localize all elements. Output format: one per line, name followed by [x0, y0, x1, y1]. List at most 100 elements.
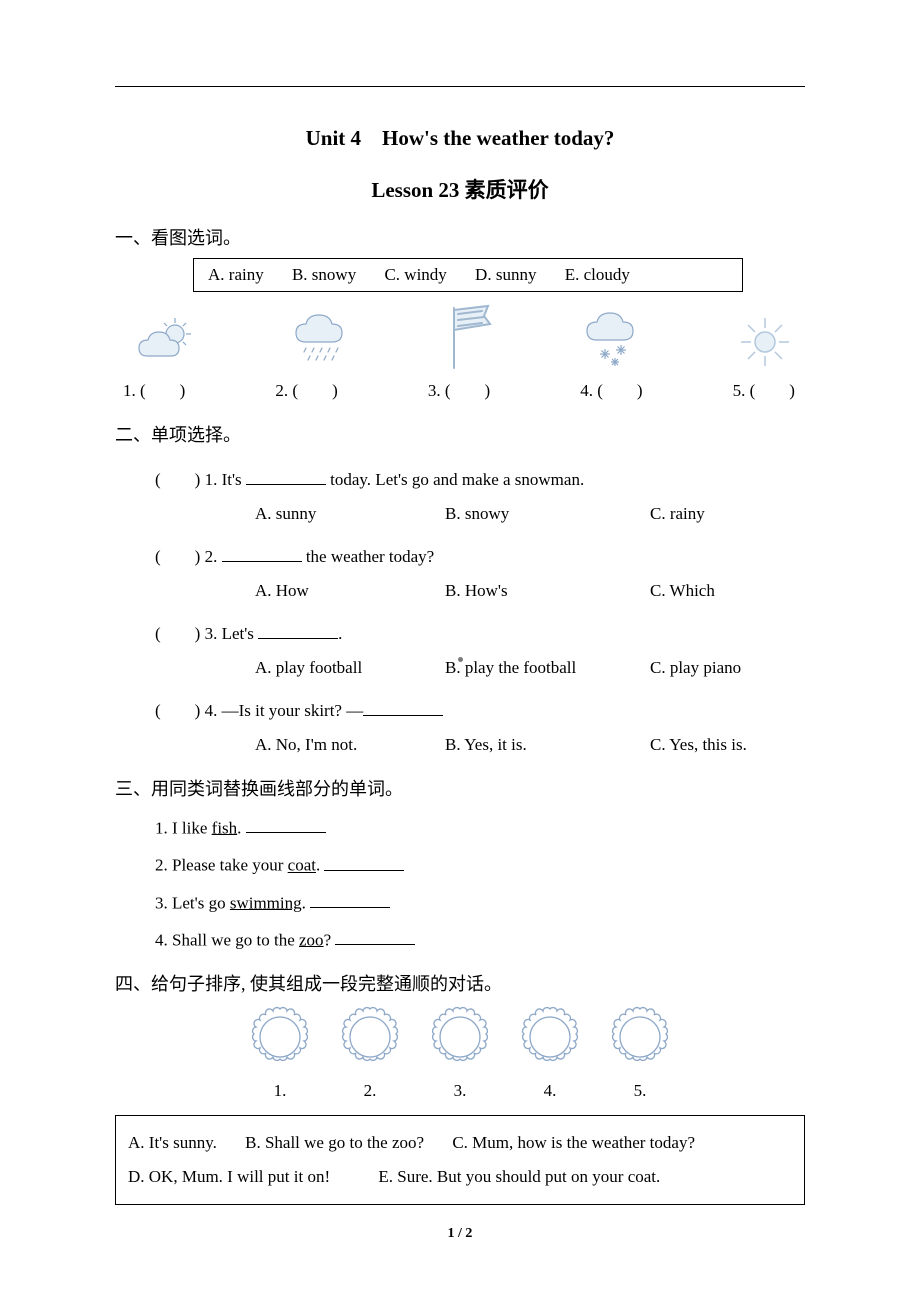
- blank: [310, 892, 390, 908]
- s2-q2-opt-c: C. Which: [650, 581, 715, 601]
- wb-opt-b: B. snowy: [292, 265, 356, 284]
- scallop-circle-icon: [339, 1006, 401, 1068]
- wb-opt-c: C. windy: [384, 265, 446, 284]
- s2-q3-b: .: [338, 624, 342, 643]
- dlg-e: E. Sure. But you should put on your coat…: [378, 1167, 660, 1186]
- s3-l1a: 1. I like: [155, 818, 212, 837]
- rainy-icon: [290, 312, 360, 372]
- s2-q3-opt-b: B. play the football: [445, 658, 650, 678]
- s1-blanks: 1. ( ) 2. ( ) 3. ( ) 4. ( ) 5. ( ): [115, 376, 805, 401]
- dialogue-line2: D. OK, Mum. I will put it on! E. Sure. B…: [128, 1160, 792, 1194]
- s2-q4-opt-b: B. Yes, it is.: [445, 735, 650, 755]
- s3-l3: 3. Let's go swimming.: [155, 892, 805, 913]
- s1-blank-2: 2. ( ): [275, 376, 337, 401]
- dlg-c: C. Mum, how is the weather today?: [452, 1133, 695, 1152]
- s2-q4-opt-c: C. Yes, this is.: [650, 735, 747, 755]
- s3-l1: 1. I like fish.: [155, 817, 805, 838]
- center-dot-icon: [458, 657, 463, 662]
- order-col-4: 4.: [519, 1006, 581, 1101]
- s2-q1-a: ( ) 1. It's: [155, 470, 246, 489]
- top-rule: [115, 86, 805, 87]
- order-col-2: 2.: [339, 1006, 401, 1101]
- scallop-circle-icon: [519, 1006, 581, 1068]
- s2-q1-b: today. Let's go and make a snowman.: [326, 470, 584, 489]
- blank: [258, 623, 338, 639]
- lesson-title: Lesson 23 素质评价: [115, 174, 805, 204]
- s2-q4-opts: A. No, I'm not. B. Yes, it is. C. Yes, t…: [255, 735, 805, 755]
- s2-q1-opts: A. sunny B. snowy C. rainy: [255, 504, 805, 524]
- s2-q3-a: ( ) 3. Let's: [155, 624, 258, 643]
- cloudy-icon: [135, 314, 205, 372]
- s2-q4-opt-a: A. No, I'm not.: [255, 735, 445, 755]
- s2-q3-opts: A. play football B. play the football C.…: [255, 658, 805, 678]
- blank: [335, 929, 415, 945]
- s2-q3-opt-c: C. play piano: [650, 658, 741, 678]
- blank: [363, 700, 443, 716]
- wb-opt-a: A. rainy: [208, 265, 264, 284]
- s2-q2-b: the weather today?: [302, 547, 435, 566]
- unit-title: Unit 4 How's the weather today?: [115, 122, 805, 152]
- s3-l1u: fish: [212, 818, 238, 837]
- order-col-5: 5.: [609, 1006, 671, 1101]
- page-footer: 1 / 2: [0, 1226, 920, 1242]
- s3-l1b: .: [237, 818, 246, 837]
- dialogue-line1: A. It's sunny. B. Shall we go to the zoo…: [128, 1126, 792, 1160]
- scallop-circle-icon: [429, 1006, 491, 1068]
- s2-q2: ( ) 2. the weather today?: [155, 542, 805, 567]
- weather-icons-row: [115, 302, 805, 372]
- dialogue-box: A. It's sunny. B. Shall we go to the zoo…: [115, 1115, 805, 1205]
- s2-q2-opt-b: B. How's: [445, 581, 650, 601]
- s3-l2: 2. Please take your coat.: [155, 854, 805, 875]
- order-num-1: 1.: [249, 1081, 311, 1101]
- s2-q2-a: ( ) 2.: [155, 547, 222, 566]
- section2-head: 二、单项选择。: [115, 421, 805, 447]
- s1-blank-4: 4. ( ): [580, 376, 642, 401]
- s2-q2-opt-a: A. How: [255, 581, 445, 601]
- blank: [324, 854, 404, 870]
- s2-q1-opt-c: C. rainy: [650, 504, 705, 524]
- s2-q1: ( ) 1. It's today. Let's go and make a s…: [155, 465, 805, 490]
- section3-head: 三、用同类词替换画线部分的单词。: [115, 775, 805, 801]
- word-bank-box: A. rainy B. snowy C. windy D. sunny E. c…: [193, 258, 743, 292]
- s3-l4u: zoo: [299, 930, 324, 949]
- s3-l3b: .: [302, 893, 311, 912]
- s3-l3a: 3. Let's go: [155, 893, 230, 912]
- section4-head: 四、给句子排序, 使其组成一段完整通顺的对话。: [115, 970, 805, 996]
- s2-q4: ( ) 4. —Is it your skirt? —: [155, 696, 805, 721]
- s3-l2b: .: [316, 856, 325, 875]
- s2-q4-a: ( ) 4. —Is it your skirt? —: [155, 701, 363, 720]
- s2-q3-opt-a: A. play football: [255, 658, 445, 678]
- dlg-a: A. It's sunny.: [128, 1133, 217, 1152]
- blank: [222, 546, 302, 562]
- order-num-4: 4.: [519, 1081, 581, 1101]
- sunny-icon: [735, 312, 795, 372]
- order-col-1: 1.: [249, 1006, 311, 1101]
- s1-blank-5: 5. ( ): [733, 376, 795, 401]
- blank: [246, 817, 326, 833]
- order-num-5: 5.: [609, 1081, 671, 1101]
- s3-l2u: coat: [288, 856, 316, 875]
- snowy-icon: [581, 310, 651, 372]
- order-circles: 1. 2. 3. 4. 5.: [115, 1006, 805, 1101]
- dlg-b: B. Shall we go to the zoo?: [245, 1133, 424, 1152]
- s3-l4b: ?: [324, 930, 336, 949]
- s2-q1-opt-a: A. sunny: [255, 504, 445, 524]
- scallop-circle-icon: [609, 1006, 671, 1068]
- windy-icon: [444, 302, 496, 372]
- wb-opt-e: E. cloudy: [565, 265, 630, 284]
- s3-l4: 4. Shall we go to the zoo?: [155, 929, 805, 950]
- s1-blank-3: 3. ( ): [428, 376, 490, 401]
- s3-l3u: swimming: [230, 893, 302, 912]
- section1-head: 一、看图选词。: [115, 224, 805, 250]
- order-num-3: 3.: [429, 1081, 491, 1101]
- blank: [246, 469, 326, 485]
- s3-l4a: 4. Shall we go to the: [155, 930, 299, 949]
- s2-q3: ( ) 3. Let's .: [155, 619, 805, 644]
- scallop-circle-icon: [249, 1006, 311, 1068]
- dlg-d: D. OK, Mum. I will put it on!: [128, 1167, 330, 1186]
- wb-opt-d: D. sunny: [475, 265, 536, 284]
- s1-blank-1: 1. ( ): [123, 376, 185, 401]
- order-col-3: 3.: [429, 1006, 491, 1101]
- s2-q1-opt-b: B. snowy: [445, 504, 650, 524]
- page: Unit 4 How's the weather today? Lesson 2…: [0, 0, 920, 1302]
